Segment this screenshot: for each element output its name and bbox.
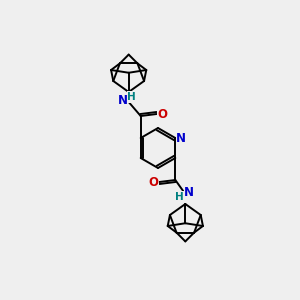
Text: N: N	[118, 94, 128, 106]
Text: H: H	[127, 92, 136, 102]
Text: N: N	[176, 131, 186, 145]
Text: H: H	[175, 192, 184, 202]
Text: O: O	[158, 107, 168, 121]
Text: O: O	[148, 176, 158, 188]
Text: N: N	[184, 187, 194, 200]
